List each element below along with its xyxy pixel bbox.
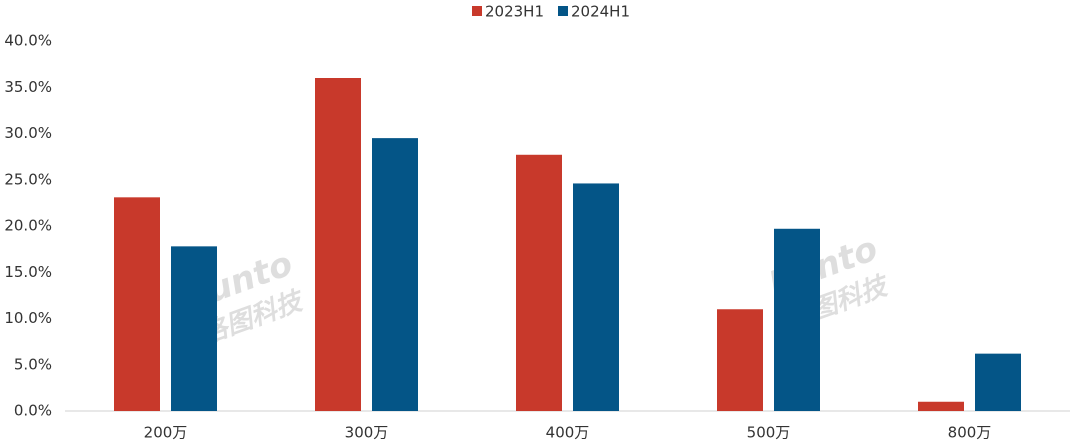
bar [918,401,964,411]
y-tick-label: 30.0% [4,124,52,142]
y-tick-label: 5.0% [14,355,52,373]
x-tick-label: 400万 [546,424,590,442]
y-tick-label: 15.0% [4,263,52,281]
y-tick-label: 40.0% [4,32,52,50]
y-tick-label: 10.0% [4,309,52,327]
bar [774,228,820,411]
legend-swatch [558,6,568,16]
legend-label: 2023H1 [485,3,544,21]
y-tick-label: 35.0% [4,78,52,96]
y-tick-label: 25.0% [4,170,52,188]
bar [573,183,619,411]
x-tick-label: 500万 [747,424,791,442]
legend-swatch [472,6,482,16]
bar [717,309,763,411]
y-tick-label: 20.0% [4,217,52,235]
bar [114,197,160,411]
legend-label: 2024H1 [571,3,630,21]
bar [975,353,1021,411]
bar [171,246,217,411]
bar [315,78,361,411]
bar [372,138,418,411]
bar [516,154,562,411]
x-tick-label: 800万 [948,424,992,442]
y-tick-label: 0.0% [14,402,52,420]
x-tick-label: 300万 [345,424,389,442]
x-tick-label: 200万 [144,424,188,442]
